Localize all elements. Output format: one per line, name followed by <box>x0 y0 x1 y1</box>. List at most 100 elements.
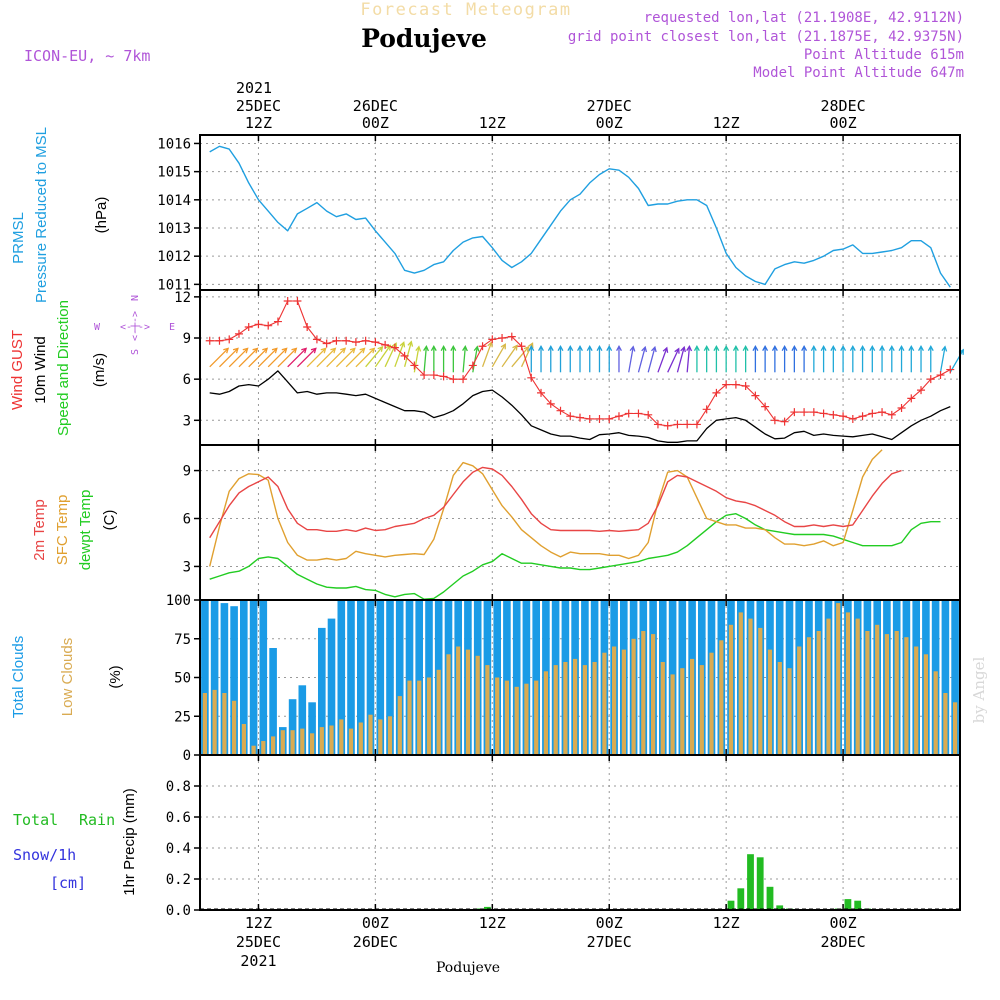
gust-marker <box>936 371 945 380</box>
low-cloud-bar <box>943 693 948 755</box>
gust-marker <box>907 394 916 403</box>
wind-arrow <box>413 346 420 373</box>
wind-arrow <box>355 347 375 368</box>
wind-arrow-head <box>528 344 535 352</box>
y-tick-label: 0.4 <box>166 841 191 857</box>
ms-label: (m/s) <box>91 353 108 387</box>
wind-arrow-head <box>742 344 749 352</box>
wind-arrow-head <box>641 345 648 353</box>
gust-marker <box>332 336 341 345</box>
super-title: Forecast Meteogram <box>360 0 571 20</box>
gust-marker <box>468 361 477 370</box>
wind-arrow-head <box>791 344 798 352</box>
low-cloud-bar <box>602 652 607 755</box>
gust-marker <box>556 406 565 415</box>
gust-marker <box>215 336 224 345</box>
low-cloud-bar <box>787 668 792 755</box>
total-cloud-bar <box>512 600 521 755</box>
gust-marker <box>449 375 458 384</box>
top-day-label: 27DEC <box>587 97 632 115</box>
low-cloud-bar <box>855 618 860 755</box>
dewpoint-line <box>209 513 941 600</box>
wind-arrow-head <box>762 344 769 352</box>
top-day-label: 25DEC <box>236 97 281 115</box>
wind-arrow-head <box>349 347 356 354</box>
total-cloud-bar <box>395 600 404 755</box>
low-cloud-bar <box>446 654 451 756</box>
low-cloud-bar <box>904 637 909 755</box>
gust-marker <box>858 412 867 421</box>
low-cloud-bar <box>534 680 539 755</box>
wind-arrow-head <box>242 347 249 354</box>
gust-marker <box>293 296 302 305</box>
sfc-temp-line <box>209 449 883 567</box>
gust-marker <box>614 412 623 421</box>
low-cloud-bar <box>524 683 529 755</box>
bottom-hour-label: 00Z <box>596 914 623 932</box>
wind-arrow <box>481 342 493 368</box>
compass-e: E <box>169 322 175 333</box>
rain-bar <box>844 899 852 910</box>
gust-marker <box>381 340 390 349</box>
low-cloud-bar <box>728 624 734 755</box>
wind-arrow <box>277 347 297 368</box>
low-cloud-bar <box>426 677 432 755</box>
top-day-label: 26DEC <box>353 97 398 115</box>
wind-arrow-head <box>271 347 278 354</box>
gust-marker <box>829 410 838 419</box>
bottom-hour-label: 12Z <box>713 914 740 932</box>
wind-arrow <box>209 347 229 368</box>
pressure-line <box>209 145 951 288</box>
low-cloud-bar <box>826 618 831 755</box>
wind-arrow-head <box>810 344 817 352</box>
wind-arrow-head <box>674 347 680 354</box>
gust-marker <box>741 382 750 391</box>
gust-marker <box>946 365 955 374</box>
wind-arrow <box>686 346 691 373</box>
wind-10m-label: 10m Wind <box>32 336 49 404</box>
wind-arrow-head <box>512 344 518 351</box>
gust-marker <box>839 412 848 421</box>
wind-arrow-head <box>415 345 422 352</box>
y-tick-label: 12 <box>174 290 191 306</box>
gust-marker <box>722 380 731 389</box>
wind-arrow-head <box>301 347 308 354</box>
total-cloud-bar <box>366 600 375 755</box>
low-cloud-bar <box>748 618 753 755</box>
low-cloud-bar <box>290 730 295 755</box>
total-cloud-bar <box>503 600 511 755</box>
gust-marker <box>488 335 497 344</box>
wind-arrow <box>667 348 680 373</box>
wind-arrow-head <box>310 347 317 354</box>
total-cloud-bar <box>357 600 365 755</box>
low-cloud-bar <box>329 725 334 755</box>
bottom-hour-label: 00Z <box>362 914 389 932</box>
gust-marker <box>585 414 594 423</box>
low-cloud-bar <box>699 665 704 755</box>
y-tick-label: 1015 <box>157 165 191 181</box>
low-cloud-bar <box>271 736 276 755</box>
low-cloud-bar <box>884 634 889 755</box>
wind-arrow-head <box>680 345 686 353</box>
wind-arrow-head <box>849 344 856 352</box>
total-cloud-bar <box>259 600 268 755</box>
gust-marker <box>361 336 370 345</box>
model-label: ICON-EU, ~ 7km <box>24 47 150 65</box>
precip-panel: 0.0 0.2 0.4 0.6 0.8 <box>166 754 961 919</box>
wind-arrow <box>296 347 317 368</box>
gust-marker <box>429 371 438 380</box>
wind-arrow <box>365 346 383 368</box>
top-hour-label: 00Z <box>362 114 389 132</box>
wind-arrow-head <box>693 344 700 352</box>
wind-arrow <box>628 346 634 373</box>
gust-marker <box>439 372 448 381</box>
bottom-day-label: 26DEC <box>353 933 398 951</box>
gust-marker <box>205 336 214 345</box>
gust-marker <box>244 323 253 332</box>
wind-arrow <box>248 347 268 368</box>
bottom-year-label: 2021 <box>240 952 276 970</box>
rain-bar <box>484 906 491 910</box>
wind-arrow <box>637 347 646 373</box>
